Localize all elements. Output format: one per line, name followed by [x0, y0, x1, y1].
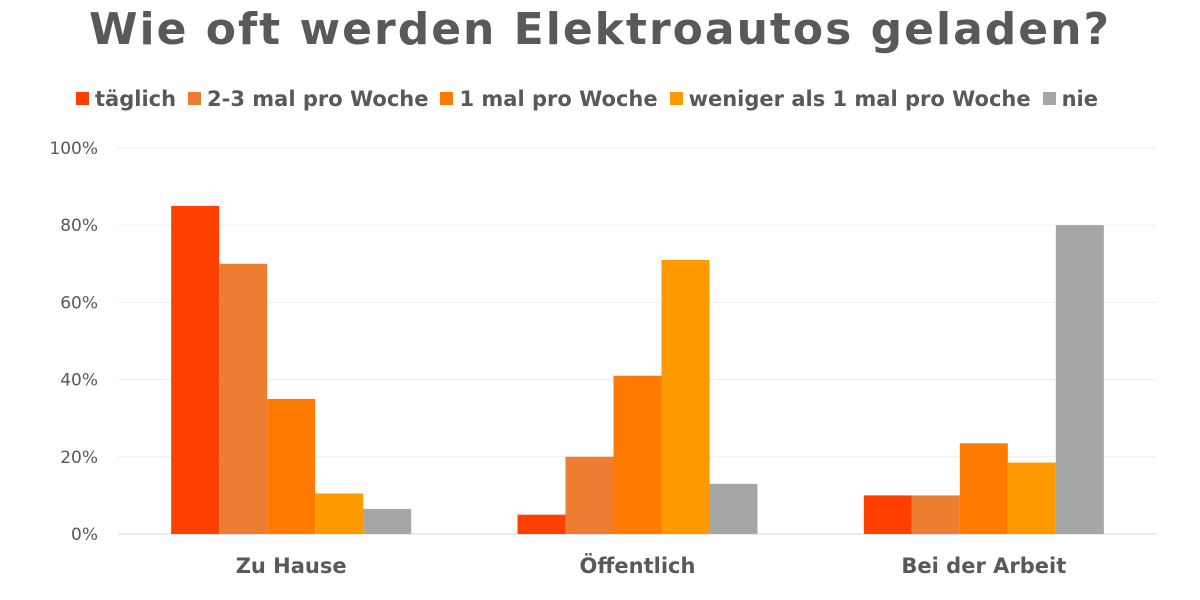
bar — [363, 508, 412, 534]
bar — [959, 443, 1008, 534]
x-category-label: Zu Hause — [236, 554, 347, 578]
legend-swatch — [440, 92, 454, 105]
x-category-label: Öffentlich — [580, 553, 696, 578]
legend-label: 2-3 mal pro Woche — [207, 86, 429, 111]
bar — [1007, 462, 1056, 534]
legend-item: 1 mal pro Woche — [440, 86, 658, 111]
bar — [565, 456, 614, 534]
legend-label: täglich — [95, 86, 177, 111]
legend-item: täglich — [76, 87, 176, 111]
bar — [613, 375, 662, 534]
legend-swatch — [76, 92, 89, 105]
bar — [219, 263, 268, 534]
y-tick-label: 20% — [60, 448, 98, 468]
legend-label: 1 mal pro Woche — [459, 86, 658, 111]
legend-swatch — [669, 92, 683, 105]
bar — [315, 493, 364, 534]
bar — [863, 495, 912, 534]
bar — [709, 483, 758, 534]
x-category-label: Bei der Arbeit — [901, 554, 1066, 578]
legend-label: nie — [1061, 86, 1099, 111]
chart-title: Wie oft werden Elektroautos geladen? — [89, 4, 1111, 55]
bar — [1055, 225, 1104, 534]
bar — [661, 259, 710, 534]
legend-item: nie — [1042, 86, 1099, 111]
legend-swatch — [1042, 92, 1056, 105]
legend-item: 2-3 mal pro Woche — [188, 87, 428, 111]
bar — [171, 205, 220, 534]
legend-item: weniger als 1 mal pro Woche — [669, 86, 1031, 111]
bar — [911, 495, 960, 534]
bar — [517, 514, 566, 534]
y-tick-label: 0% — [71, 525, 98, 545]
legend-swatch — [188, 92, 202, 105]
legend: täglich 2-3 mal pro Woche 1 mal pro Woche w… — [76, 86, 1110, 114]
y-tick-label: 100% — [49, 139, 98, 159]
legend-label: weniger als 1 mal pro Woche — [688, 86, 1031, 111]
y-tick-label: 40% — [60, 371, 98, 391]
y-tick-label: 60% — [60, 293, 98, 313]
y-tick-label: 80% — [60, 216, 98, 236]
bar — [267, 398, 316, 534]
